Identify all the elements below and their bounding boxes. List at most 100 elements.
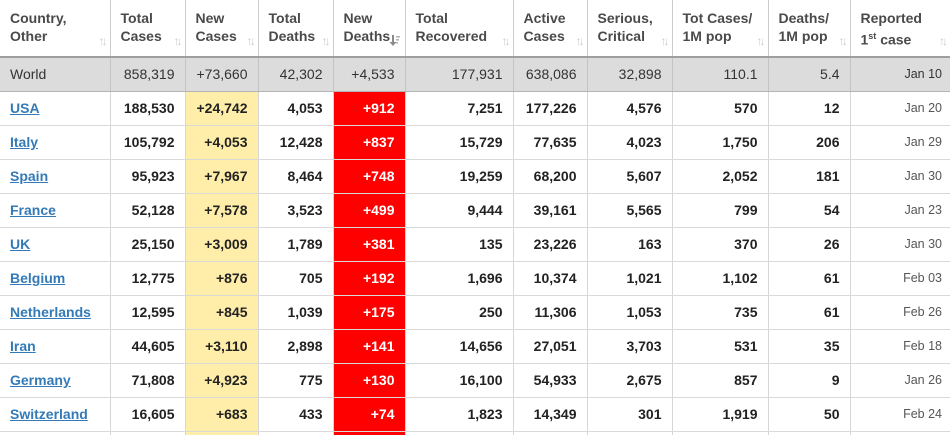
cell-total_recovered: 9,444 [404,193,513,228]
column-header-total_recovered[interactable]: Total Recovered ↑↓ [404,0,513,58]
cell-reported-partial [849,431,950,435]
cell-serious_critical: 1,053 [586,295,672,330]
cell-total_deaths: 433 [257,397,333,432]
cell-reported: Jan 30 [849,227,950,262]
cell-new_cases: +7,578 [184,193,258,228]
cell-total_cases-partial [109,431,185,435]
cell-total_deaths: 1,039 [257,295,333,330]
column-label-line2: Deaths [343,28,391,44]
cell-cases_1m: 531 [671,329,768,364]
column-label-line2: Recovered [415,28,488,44]
country-link[interactable]: France [10,202,56,218]
column-header-reported[interactable]: Reported 1st case ↑↓ [849,0,950,58]
cell-serious_critical-partial [586,431,672,435]
column-header-total_deaths[interactable]: Total Deaths ↑↓ [257,0,333,58]
column-label-line1: New [343,10,373,26]
cell-total_recovered: 16,100 [404,363,513,398]
sort-both-icon: ↑↓ [939,34,948,48]
cell-active_cases: 638,086 [512,57,587,92]
column-label-line2: 1M pop [778,28,828,44]
column-header-new_deaths[interactable]: New Deaths [332,0,405,58]
cell-cases_1m-partial [671,431,768,435]
sort-both-icon: ↑↓ [98,34,108,48]
country-link[interactable]: Netherlands [10,304,91,320]
column-header-active_cases[interactable]: Active Cases ↑↓ [512,0,587,58]
cell-country: France [0,193,110,228]
column-header-serious_critical[interactable]: Serious, Critical ↑↓ [586,0,672,58]
cell-total_deaths: 2,898 [257,329,333,364]
cell-new_deaths-partial [332,431,405,435]
table-header: Country, Other ↑↓ Total Cases ↑↓ New Cases ↑↓ Tot… [0,0,950,58]
cell-total_recovered: 15,729 [404,125,513,160]
cell-reported: Jan 23 [849,193,950,228]
cell-total_recovered: 135 [404,227,513,262]
country-link[interactable]: USA [10,100,40,116]
table-row: Germany 71,808 +4,923 775 +130 16,100 54,933 2,… [0,363,950,398]
cell-new_deaths: +912 [332,91,405,126]
cell-active_cases: 68,200 [512,159,587,194]
table-row: Netherlands 12,595 +845 1,039 +175 250 11,306 1… [0,295,950,330]
sort-both-icon: ↑↓ [660,34,670,48]
header-row: Country, Other ↑↓ Total Cases ↑↓ New Cases ↑↓ Tot… [0,0,950,58]
cell-deaths_1m: 206 [767,125,850,160]
cell-serious_critical: 5,565 [586,193,672,228]
cell-reported: Jan 20 [849,91,950,126]
cell-country: Netherlands [0,295,110,330]
column-label-line1: Total [415,10,448,26]
column-label-line2: Deaths [268,28,316,44]
column-label-line1: Total [120,10,153,26]
column-header-deaths_1m[interactable]: Deaths/1M pop ↑↓ [767,0,850,58]
cell-new_deaths: +192 [332,261,405,296]
cell-reported: Jan 30 [849,159,950,194]
cell-total_deaths: 8,464 [257,159,333,194]
table-row: Spain 95,923 +7,967 8,464 +748 19,259 68,200 5,… [0,159,950,194]
cell-country: Germany [0,363,110,398]
country-link[interactable]: Iran [10,338,36,354]
cell-cases_1m: 2,052 [671,159,768,194]
country-link[interactable]: Italy [10,134,39,150]
cell-serious_critical: 2,675 [586,363,672,398]
cell-active_cases: 27,051 [512,329,587,364]
column-header-new_cases[interactable]: New Cases ↑↓ [184,0,258,58]
column-label-line1: Country, [10,10,67,26]
cell-total_deaths: 12,428 [257,125,333,160]
cell-deaths_1m: 61 [767,295,850,330]
country-link[interactable]: UK [10,236,31,252]
cell-country: USA [0,91,110,126]
cell-reported: Jan 26 [849,363,950,398]
table-row: Italy 105,792 +4,053 12,428 +837 15,729 77,635… [0,125,950,160]
cell-country: Belgium [0,261,110,296]
cell-new_cases: +683 [184,397,258,432]
column-header-total_cases[interactable]: Total Cases ↑↓ [109,0,185,58]
cell-serious_critical: 301 [586,397,672,432]
country-link[interactable]: Belgium [10,270,66,286]
cell-deaths_1m: 12 [767,91,850,126]
country-link[interactable]: Spain [10,168,49,184]
cell-active_cases: 10,374 [512,261,587,296]
column-label-line2: Cases [195,28,237,44]
cell-active_cases: 177,226 [512,91,587,126]
cell-new_cases-partial [184,431,258,435]
cell-new_deaths: +74 [332,397,405,432]
cell-country: Switzerland [0,397,110,432]
column-label-line2: Cases [120,28,162,44]
country-link[interactable]: Switzerland [10,406,88,422]
table-body: World 858,319 +73,660 42,302 +4,533 177,931 63… [0,57,950,435]
country-link[interactable]: Germany [10,372,71,388]
column-label-line1: Active [523,10,566,26]
cell-serious_critical: 1,021 [586,261,672,296]
column-label-line2: Other [10,28,48,44]
cell-total_deaths: 3,523 [257,193,333,228]
column-header-country[interactable]: Country, Other ↑↓ [0,0,110,58]
cell-total_cases: 12,595 [109,295,185,330]
cell-reported: Jan 10 [849,57,950,92]
cell-country-partial [0,431,110,435]
sort-both-icon: ↑↓ [246,34,256,48]
cell-total_cases: 16,605 [109,397,185,432]
cell-reported: Feb 03 [849,261,950,296]
cell-active_cases: 11,306 [512,295,587,330]
column-header-cases_1m[interactable]: Tot Cases/1M pop ↑↓ [671,0,768,58]
cell-total_deaths-partial [257,431,333,435]
cell-total_cases: 44,605 [109,329,185,364]
cell-total_cases: 95,923 [109,159,185,194]
